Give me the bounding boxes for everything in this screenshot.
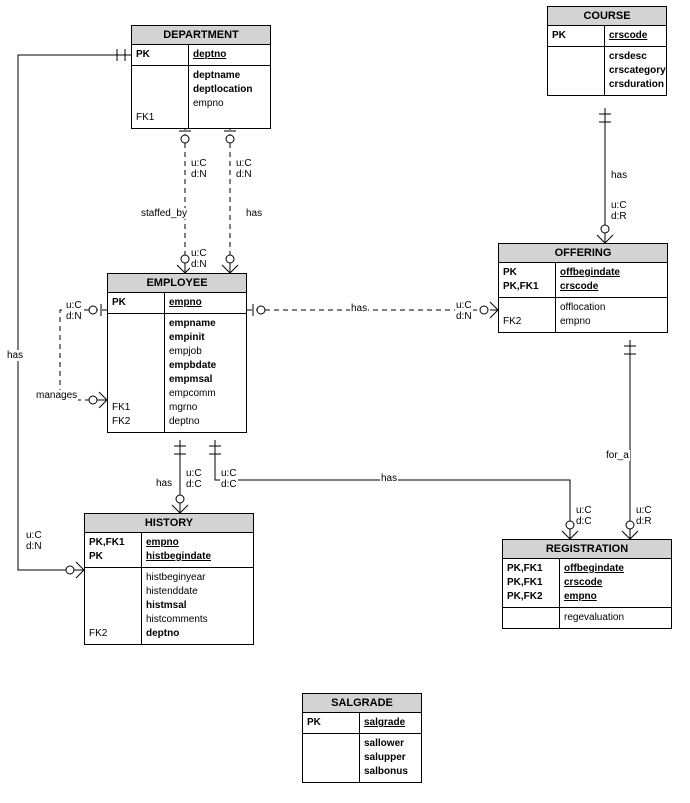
attr-column: histbeginyearhistenddatehistmsalhistcomm… bbox=[142, 568, 253, 644]
entity-registration: REGISTRATIONPK,FK1PK,FK1PK,FK2offbeginda… bbox=[502, 539, 672, 629]
attr-column: deptnamedeptlocationempno bbox=[189, 66, 270, 128]
er-diagram-canvas: DEPARTMENTPKdeptno FK1deptnamedeptlocati… bbox=[0, 0, 690, 803]
entity-title: COURSE bbox=[548, 7, 666, 26]
attr-column: offbegindatecrscodeempno bbox=[560, 559, 671, 607]
key-column bbox=[303, 734, 360, 782]
attr-column: empnameempinitempjobempbdateempmsalempco… bbox=[165, 314, 246, 432]
entity-title: EMPLOYEE bbox=[108, 274, 246, 293]
entity-title: OFFERING bbox=[499, 244, 667, 263]
rel-label-emp_has_offering: has bbox=[350, 303, 368, 314]
rel-label-dept_has_history: has bbox=[6, 350, 24, 361]
rel-label-emp_has_registration: has bbox=[380, 473, 398, 484]
key-column: FK1 bbox=[132, 66, 189, 128]
cardinality-label: u:Cd:N bbox=[455, 300, 473, 322]
cardinality-label: u:Cd:N bbox=[190, 158, 208, 180]
key-column: FK2 bbox=[85, 568, 142, 644]
key-column: PKPK,FK1 bbox=[499, 263, 556, 297]
entity-offering: OFFERINGPKPK,FK1offbegindatecrscode FK2o… bbox=[498, 243, 668, 333]
entity-department: DEPARTMENTPKdeptno FK1deptnamedeptlocati… bbox=[131, 25, 271, 129]
rel-label-offering_for_registration: for_a bbox=[605, 450, 630, 461]
attr-column: crsdesccrscategorycrsduration bbox=[605, 47, 670, 95]
cardinality-label: u:Cd:C bbox=[220, 468, 238, 490]
entity-title: REGISTRATION bbox=[503, 540, 671, 559]
key-column: FK1FK2 bbox=[108, 314, 165, 432]
cardinality-label: u:Cd:R bbox=[610, 200, 628, 222]
key-column: PK bbox=[548, 26, 605, 46]
relationship-lines bbox=[0, 0, 690, 803]
attr-column: regevaluation bbox=[560, 608, 671, 628]
rel-label-manages: manages bbox=[35, 390, 78, 401]
key-column bbox=[548, 47, 605, 95]
cardinality-label: u:Cd:C bbox=[185, 468, 203, 490]
attr-column: salgrade bbox=[360, 713, 421, 733]
key-column: PK bbox=[108, 293, 165, 313]
cardinality-label: u:Cd:C bbox=[575, 505, 593, 527]
key-column bbox=[503, 608, 560, 628]
rel-label-course_has_offering: has bbox=[610, 170, 628, 181]
key-column: PK bbox=[132, 45, 189, 65]
entity-history: HISTORYPK,FK1PKempnohistbegindate FK2his… bbox=[84, 513, 254, 645]
attr-column: offbegindatecrscode bbox=[556, 263, 667, 297]
key-column: FK2 bbox=[499, 298, 556, 332]
attr-column: empnohistbegindate bbox=[142, 533, 253, 567]
attr-column: crscode bbox=[605, 26, 666, 46]
entity-title: HISTORY bbox=[85, 514, 253, 533]
entity-title: SALGRADE bbox=[303, 694, 421, 713]
attr-column: deptno bbox=[189, 45, 270, 65]
key-column: PK,FK1PK,FK1PK,FK2 bbox=[503, 559, 560, 607]
cardinality-label: u:Cd:N bbox=[65, 300, 83, 322]
entity-salgrade: SALGRADEPKsalgrade sallowersaluppersalbo… bbox=[302, 693, 422, 783]
entity-title: DEPARTMENT bbox=[132, 26, 270, 45]
key-column: PK bbox=[303, 713, 360, 733]
cardinality-label: u:Cd:N bbox=[235, 158, 253, 180]
attr-column: sallowersaluppersalbonus bbox=[360, 734, 421, 782]
key-column: PK,FK1PK bbox=[85, 533, 142, 567]
attr-column: empno bbox=[165, 293, 246, 313]
rel-label-staffed_by: staffed_by bbox=[140, 208, 188, 219]
cardinality-label: u:Cd:N bbox=[190, 248, 208, 270]
cardinality-label: u:Cd:N bbox=[25, 530, 43, 552]
attr-column: offlocationempno bbox=[556, 298, 667, 332]
entity-course: COURSEPKcrscode crsdesccrscategorycrsdur… bbox=[547, 6, 667, 96]
rel-label-emp_has_history: has bbox=[155, 478, 173, 489]
cardinality-label: u:Cd:R bbox=[635, 505, 653, 527]
rel-label-has_dept_emp: has bbox=[245, 208, 263, 219]
entity-employee: EMPLOYEEPKempno FK1FK2empnameempinitempj… bbox=[107, 273, 247, 433]
